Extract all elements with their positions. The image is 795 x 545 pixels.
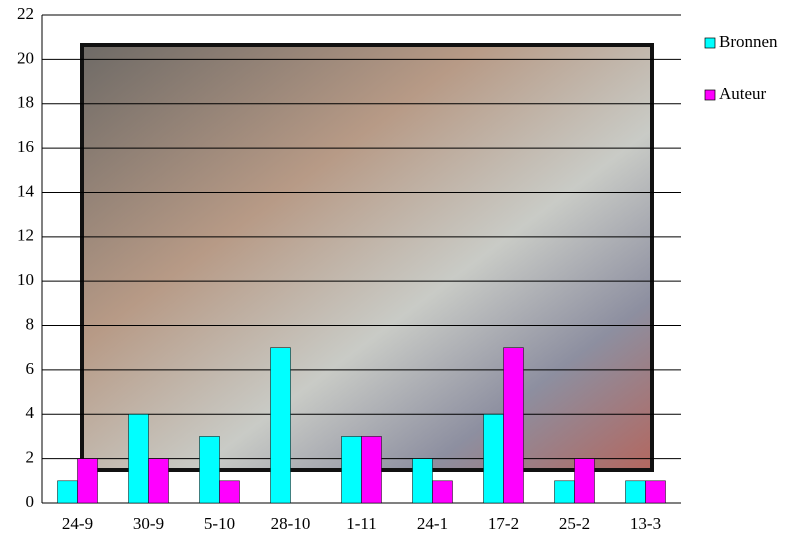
bar bbox=[341, 436, 362, 504]
legend-swatch bbox=[704, 89, 716, 101]
bar bbox=[503, 347, 524, 504]
x-tick-label: 28-10 bbox=[271, 514, 311, 533]
x-tick-label: 5-10 bbox=[204, 514, 235, 533]
y-tick-label: 4 bbox=[26, 403, 35, 422]
x-tick-label: 30-9 bbox=[133, 514, 164, 533]
bar bbox=[412, 458, 433, 504]
y-tick-label: 18 bbox=[17, 93, 34, 112]
x-tick-label: 13-3 bbox=[630, 514, 661, 533]
x-tick-label: 1-11 bbox=[346, 514, 377, 533]
y-tick-label: 6 bbox=[26, 359, 35, 378]
x-tick-label: 25-2 bbox=[559, 514, 590, 533]
bar bbox=[574, 458, 595, 504]
x-tick-label: 24-1 bbox=[417, 514, 448, 533]
bar bbox=[432, 480, 453, 504]
bar bbox=[625, 480, 646, 504]
bar bbox=[270, 347, 291, 504]
legend-swatch bbox=[704, 37, 716, 49]
legend-label: Bronnen bbox=[719, 32, 778, 51]
y-tick-label: 14 bbox=[17, 181, 35, 200]
x-tick-label: 17-2 bbox=[488, 514, 519, 533]
bar bbox=[554, 480, 575, 504]
y-tick-label: 16 bbox=[17, 137, 34, 156]
bar bbox=[645, 480, 666, 504]
bar bbox=[483, 414, 504, 504]
y-tick-label: 20 bbox=[17, 48, 34, 67]
bar bbox=[361, 436, 382, 504]
bar bbox=[199, 436, 220, 504]
background-photo bbox=[80, 43, 654, 472]
y-tick-label: 0 bbox=[26, 492, 35, 511]
bar bbox=[219, 480, 240, 504]
bar bbox=[128, 414, 149, 504]
bar bbox=[77, 458, 98, 504]
y-tick-label: 8 bbox=[26, 314, 35, 333]
bar bbox=[148, 458, 169, 504]
x-tick-label: 24-9 bbox=[62, 514, 93, 533]
bar bbox=[57, 480, 78, 504]
y-tick-label: 12 bbox=[17, 226, 34, 245]
legend-label: Auteur bbox=[719, 84, 767, 103]
y-tick-label: 22 bbox=[17, 4, 34, 23]
y-tick-label: 10 bbox=[17, 270, 34, 289]
y-tick-label: 2 bbox=[26, 448, 35, 467]
